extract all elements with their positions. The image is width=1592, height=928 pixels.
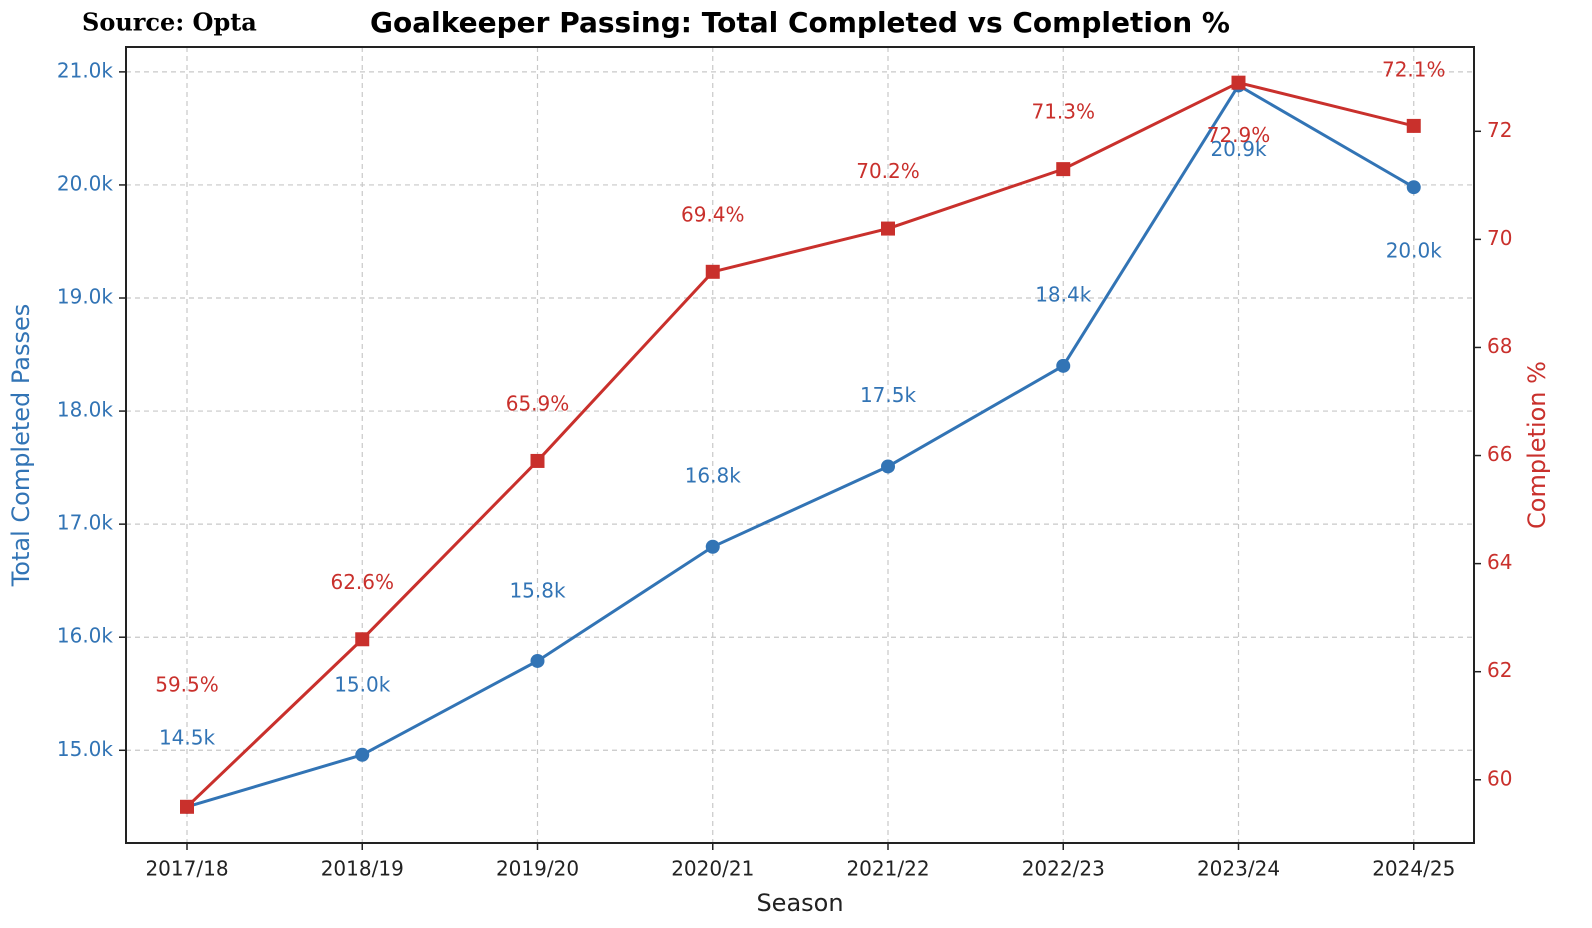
value-label: 72.1% [1382, 57, 1446, 81]
value-label: 59.5% [155, 672, 219, 696]
point [1056, 358, 1071, 373]
x-tick-label: 2017/18 [145, 857, 228, 881]
value-label: 20.0k [1386, 239, 1443, 263]
point [1406, 180, 1421, 195]
x-tick-label: 2020/21 [671, 857, 754, 881]
point [881, 459, 895, 474]
x-tick-label: 2024/25 [1372, 857, 1455, 881]
value-label: 18.4k [1035, 282, 1092, 306]
y2-axis-label: Completion % [1523, 361, 1551, 529]
point [881, 221, 895, 236]
point [530, 453, 545, 468]
y-tick-label: 16.0k [57, 624, 114, 648]
y-tick-label: 21.0k [57, 58, 114, 82]
chart-title: Goalkeeper Passing: Total Completed vs C… [370, 6, 1230, 39]
value-label: 15.0k [334, 672, 391, 696]
y2-tick-label: 70 [1487, 226, 1512, 250]
y2-tick-label: 66 [1487, 442, 1512, 466]
plot-frame [125, 46, 1475, 844]
value-label: 17.5k [860, 383, 917, 407]
value-label: 65.9% [506, 391, 570, 415]
point [530, 653, 545, 668]
y-tick-label: 15.0k [57, 737, 114, 761]
series-line [186, 83, 1415, 809]
value-label: 71.3% [1031, 100, 1095, 124]
x-tick-label: 2019/20 [496, 857, 579, 881]
point [705, 539, 720, 554]
x-tick-label: 2022/23 [1022, 857, 1105, 881]
x-tick-label: 2023/24 [1197, 857, 1280, 881]
value-label: 15.8k [509, 578, 566, 602]
series-line [185, 81, 1415, 808]
point [1406, 118, 1421, 133]
point [1056, 162, 1071, 177]
y2-tick-label: 68 [1487, 334, 1512, 358]
value-label: 69.4% [681, 202, 745, 226]
y2-tick-label: 64 [1487, 550, 1512, 574]
point [355, 632, 370, 647]
value-label: 16.8k [685, 463, 742, 487]
y-tick-label: 20.0k [57, 171, 114, 195]
x-tick-label: 2021/22 [846, 857, 929, 881]
y-tick-label: 18.0k [57, 398, 114, 422]
y2-tick-label: 62 [1487, 658, 1512, 682]
y-axis-label: Total Completed Passes [7, 304, 35, 588]
point [705, 264, 720, 279]
point [1231, 75, 1246, 90]
value-label: 72.9% [1207, 123, 1271, 147]
value-label: 20.9k [1210, 137, 1267, 161]
y2-tick-label: 72 [1487, 118, 1512, 142]
x-tick-label: 2018/19 [321, 857, 404, 881]
source: Source: Opta [82, 8, 257, 37]
point [180, 799, 194, 814]
y2-tick-label: 60 [1487, 766, 1512, 790]
value-label: 70.2% [856, 159, 920, 183]
value-label: 14.5k [159, 725, 216, 749]
x-axis-label: Season [756, 889, 843, 917]
y-tick-label: 19.0k [57, 285, 114, 309]
y-tick-label: 17.0k [57, 511, 114, 535]
point [355, 747, 370, 762]
value-label: 62.6% [330, 570, 394, 594]
